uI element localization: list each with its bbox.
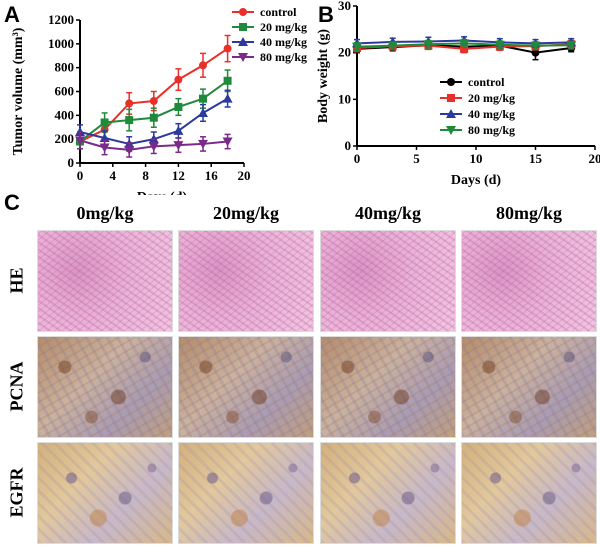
data-point-20-mg-kg [199,94,207,103]
micrograph-tile [320,230,456,332]
data-point-20-mg-kg [460,44,469,53]
x-tick-label: 12 [172,168,185,183]
data-point-80-mg-kg [75,136,85,146]
data-point-80-mg-kg [459,39,470,49]
panel-letter-a: A [4,2,20,27]
data-point-80-mg-kg [198,139,208,149]
legend-label-40-mg-kg: 40 mg/kg [260,35,307,49]
data-point-40-mg-kg [173,125,184,135]
legend-marker-control [447,78,455,86]
data-point-control [174,75,183,84]
legend-label-control: control [468,75,505,89]
y-axis-title: Tumor volume (mm³) [11,27,26,155]
data-point-20-mg-kg [149,113,158,122]
data-point-control [223,44,232,53]
legend-marker-80-mg-kg [446,126,456,135]
data-point-40-mg-kg [198,107,208,117]
row-header: EGFR [6,467,27,518]
x-tick-label: 20 [238,168,251,183]
micrograph-tile [320,442,456,544]
y-tick-label: 800 [55,60,75,75]
micrograph-tile [37,336,173,438]
legend-label-20-mg-kg: 20 mg/kg [468,91,515,105]
micrograph-tile [320,336,456,438]
row-header: HE [6,267,27,294]
chart-a-tumor-volume: 048121620020040060080010001200Days (d)Tu… [11,5,307,195]
micrograph-tile [178,230,314,332]
x-tick-label: 16 [205,168,219,183]
data-point-80-mg-kg [423,40,434,50]
legend-label-40-mg-kg: 40 mg/kg [468,107,515,121]
y-tick-label: 1000 [48,36,74,51]
x-tick-label: 0 [77,168,84,183]
y-tick-label: 200 [55,131,75,146]
y-tick-label: 0 [68,155,75,170]
legend-marker-40-mg-kg [238,37,248,46]
column-header: 0mg/kg [76,203,134,223]
y-axis-title: Body weight (g) [316,29,331,123]
data-point-80-mg-kg [494,40,505,50]
y-tick-label: 30 [338,0,351,13]
column-header: 20mg/kg [212,203,279,223]
y-tick-label: 20 [338,45,351,60]
y-tick-label: 0 [345,138,352,153]
data-point-80-mg-kg [148,142,159,152]
x-tick-label: 8 [142,168,149,183]
data-point-80-mg-kg [387,41,398,51]
data-point-80-mg-kg [173,141,184,151]
row-header: PCNA [6,361,27,412]
data-point-80-mg-kg [124,145,135,155]
y-tick-label: 600 [55,84,75,99]
data-point-20-mg-kg [223,76,232,85]
data-point-80-mg-kg [352,42,362,52]
y-tick-label: 10 [338,91,351,106]
data-point-control [125,99,134,108]
legend-label-80-mg-kg: 80 mg/kg [468,123,515,137]
chart-b-body-weight: 0 5 10 15 20 0 10 20 30 Days (d) Body weight (g) co… [316,0,600,188]
legend-marker-control [239,8,247,16]
legend-marker-40-mg-kg [446,109,456,118]
legend-label-80-mg-kg: 80 mg/kg [260,50,307,64]
data-point-80-mg-kg [222,137,233,147]
data-point-20-mg-kg [100,118,109,127]
data-point-20-mg-kg [125,116,134,125]
legend-marker-80-mg-kg [238,53,248,62]
data-point-control [531,48,540,57]
legend-label-20-mg-kg: 20 mg/kg [260,20,307,34]
column-header: 80mg/kg [495,203,562,223]
panel-letter-b: B [318,2,334,27]
micrograph-tile [37,230,173,332]
y-tick-label: 1200 [48,12,74,27]
micrograph-tile [178,336,314,438]
x-tick-label: 20 [589,151,600,166]
x-tick-label: 0 [354,151,361,166]
data-point-80-mg-kg [566,41,577,51]
x-tick-label: 4 [110,168,117,183]
data-point-40-mg-kg [222,93,233,103]
data-point-control [199,61,207,70]
panel-letter-c: C [4,190,20,215]
micrograph-tile [37,442,173,544]
column-header: 40mg/kg [354,203,421,223]
x-tick-label: 10 [470,151,483,166]
x-axis-title: Days (d) [137,190,188,195]
data-point-80-mg-kg [99,143,110,153]
data-point-80-mg-kg [530,41,541,51]
data-point-20-mg-kg [174,102,183,111]
x-axis-title: Days (d) [451,173,502,188]
data-point-control [149,97,158,106]
legend-marker-20-mg-kg [239,23,247,31]
x-tick-label: 15 [529,151,543,166]
x-tick-label: 5 [413,151,420,166]
micrograph-tile [178,442,314,544]
legend-label-control: control [260,5,297,19]
micrograph-tile [461,230,597,332]
y-tick-label: 400 [55,107,75,122]
micrograph-tile [461,336,597,438]
legend-marker-20-mg-kg [447,94,455,102]
micrograph-tile [461,442,597,544]
